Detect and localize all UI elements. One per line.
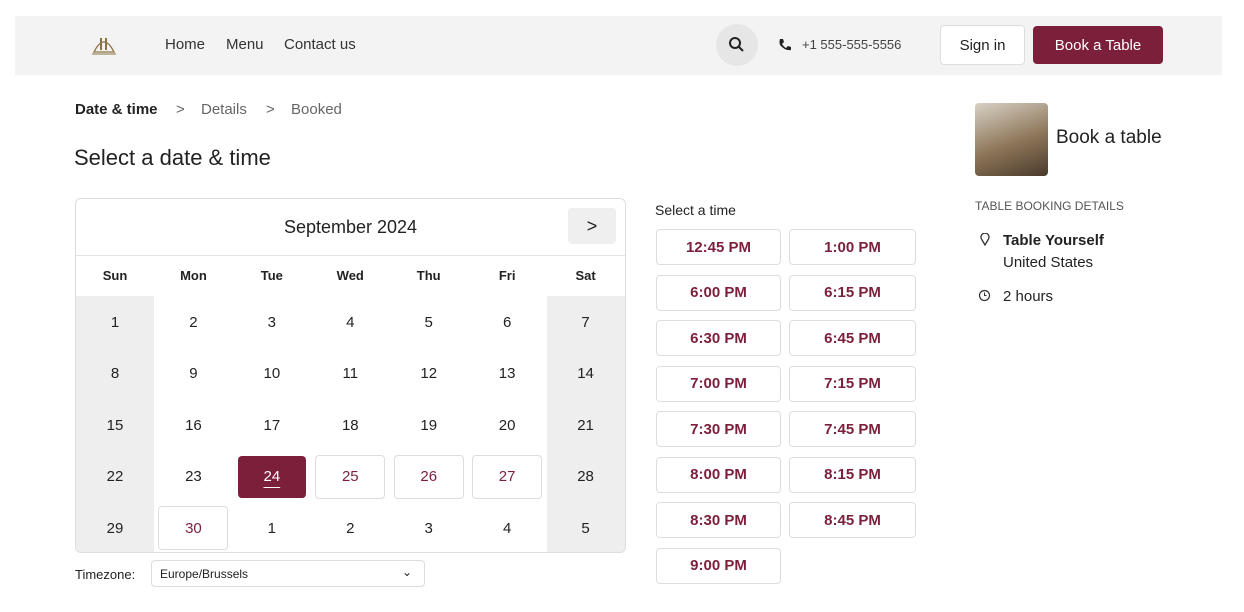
selected-day[interactable]: 24 — [237, 455, 306, 498]
day-cell: 13 — [498, 365, 516, 382]
nav-link[interactable]: Home — [165, 36, 206, 53]
time-slot[interactable]: 7:00 PM — [656, 365, 781, 402]
weekend-column — [76, 296, 154, 552]
day-cell: 2 — [346, 519, 355, 537]
day-cell: 28 — [577, 468, 594, 485]
weekend-column — [547, 296, 625, 552]
logo[interactable] — [88, 28, 120, 60]
nav-link[interactable]: Menu — [226, 36, 264, 53]
breadcrumb-step: Details — [201, 101, 247, 118]
timezone-select[interactable]: Europe/Brussels ⌄ — [151, 560, 425, 587]
day-cell: 2 — [189, 313, 198, 331]
weekday-label: Tue — [260, 268, 283, 283]
duration: 2 hours — [1003, 288, 1054, 305]
day-cell: 5 — [581, 519, 590, 537]
day-cell: 8 — [110, 365, 120, 382]
day-cell[interactable]: 27 — [472, 454, 543, 499]
day-cell: 9 — [189, 365, 198, 382]
day-cell: 7 — [581, 313, 590, 331]
day-cell[interactable]: 26 — [393, 454, 464, 499]
day-cell: 20 — [498, 416, 516, 434]
phone-icon — [779, 39, 791, 51]
calendar-month: September 2024 — [76, 199, 625, 256]
time-slot[interactable]: 6:30 PM — [656, 320, 781, 356]
time-slot[interactable]: 6:00 PM — [656, 274, 781, 311]
breadcrumb-current: Date & time — [75, 101, 158, 118]
breadcrumb-sep: > — [266, 101, 275, 118]
time-slot[interactable]: 8:30 PM — [656, 502, 781, 538]
time-label: Select a time — [655, 202, 736, 218]
time-slot[interactable]: 9:00 PM — [656, 547, 781, 584]
time-slot[interactable]: 7:15 PM — [789, 365, 916, 402]
phone-number[interactable]: +1 555-555-5556 — [802, 37, 902, 52]
day-cell: 19 — [420, 416, 438, 434]
day-cell: 14 — [577, 365, 594, 382]
restaurant-image — [975, 103, 1048, 176]
weekday-label: Thu — [416, 268, 441, 283]
breadcrumb-step: Booked — [291, 101, 342, 118]
timezone-label: Timezone: — [75, 567, 136, 582]
weekday-label: Mon — [180, 268, 207, 283]
time-slot[interactable]: 12:45 PM — [656, 229, 781, 265]
day-cell: 3 — [424, 519, 433, 537]
day-cell: 23 — [185, 468, 202, 485]
time-slot[interactable]: 6:45 PM — [789, 320, 916, 356]
day-cell[interactable]: 30 — [158, 506, 229, 550]
restaurant-location: United States — [1003, 254, 1094, 271]
time-slot[interactable]: 7:30 PM — [656, 411, 781, 447]
day-cell: 29 — [106, 519, 124, 537]
day-cell[interactable]: 25 — [315, 454, 386, 499]
day-cell: 21 — [577, 416, 594, 434]
day-cell: 18 — [341, 416, 359, 434]
weekday-label: Sat — [575, 268, 596, 283]
time-slot[interactable]: 1:00 PM — [789, 229, 916, 265]
calendar: September 2024 > Sun Mon Tue Wed Thu Fri Sat 1 2… — [75, 198, 626, 553]
nav-link[interactable]: Contact us — [284, 36, 356, 53]
time-slot[interactable]: 8:45 PM — [789, 502, 916, 538]
time-slot[interactable]: 8:15 PM — [789, 456, 916, 493]
sidebar-title: Book a table — [1056, 127, 1162, 148]
day-cell: 1 — [267, 519, 277, 537]
day-cell: 22 — [106, 468, 124, 485]
section-label: TABLE BOOKING DETAILS — [975, 199, 1124, 213]
weekday-label: Sun — [102, 268, 128, 283]
time-slot[interactable]: 8:00 PM — [656, 456, 781, 493]
day-cell: 1 — [110, 313, 120, 331]
next-month-button[interactable]: > — [568, 208, 616, 244]
day-cell: 3 — [267, 313, 277, 331]
day-cell: 10 — [263, 365, 281, 382]
breadcrumb-sep: > — [176, 101, 185, 118]
restaurant-name: Table Yourself — [1003, 232, 1104, 249]
location-icon — [980, 233, 990, 246]
time-slot[interactable]: 7:45 PM — [789, 411, 916, 447]
day-cell: 11 — [342, 365, 359, 382]
dropdown-arrow: ⌄ — [401, 565, 412, 579]
day-cell: 15 — [106, 416, 124, 434]
search-button[interactable] — [716, 24, 758, 66]
timezone-value: Europe/Brussels — [160, 567, 249, 581]
time-slot[interactable]: 6:15 PM — [789, 274, 916, 311]
weekday-label: Fri — [498, 268, 516, 283]
page-heading: Select a date & time — [74, 145, 271, 170]
day-cell: 4 — [502, 519, 512, 537]
book-table-button[interactable]: Book a Table — [1033, 26, 1163, 64]
clock-icon — [978, 289, 991, 302]
weekday-label: Wed — [336, 268, 364, 283]
day-cell: 6 — [502, 313, 512, 331]
day-cell: 5 — [424, 313, 433, 331]
day-cell: 16 — [185, 416, 202, 434]
day-cell: 17 — [263, 416, 281, 434]
day-cell: 4 — [346, 313, 355, 331]
sign-in-button[interactable]: Sign in — [940, 25, 1025, 65]
day-cell: 12 — [420, 365, 438, 382]
